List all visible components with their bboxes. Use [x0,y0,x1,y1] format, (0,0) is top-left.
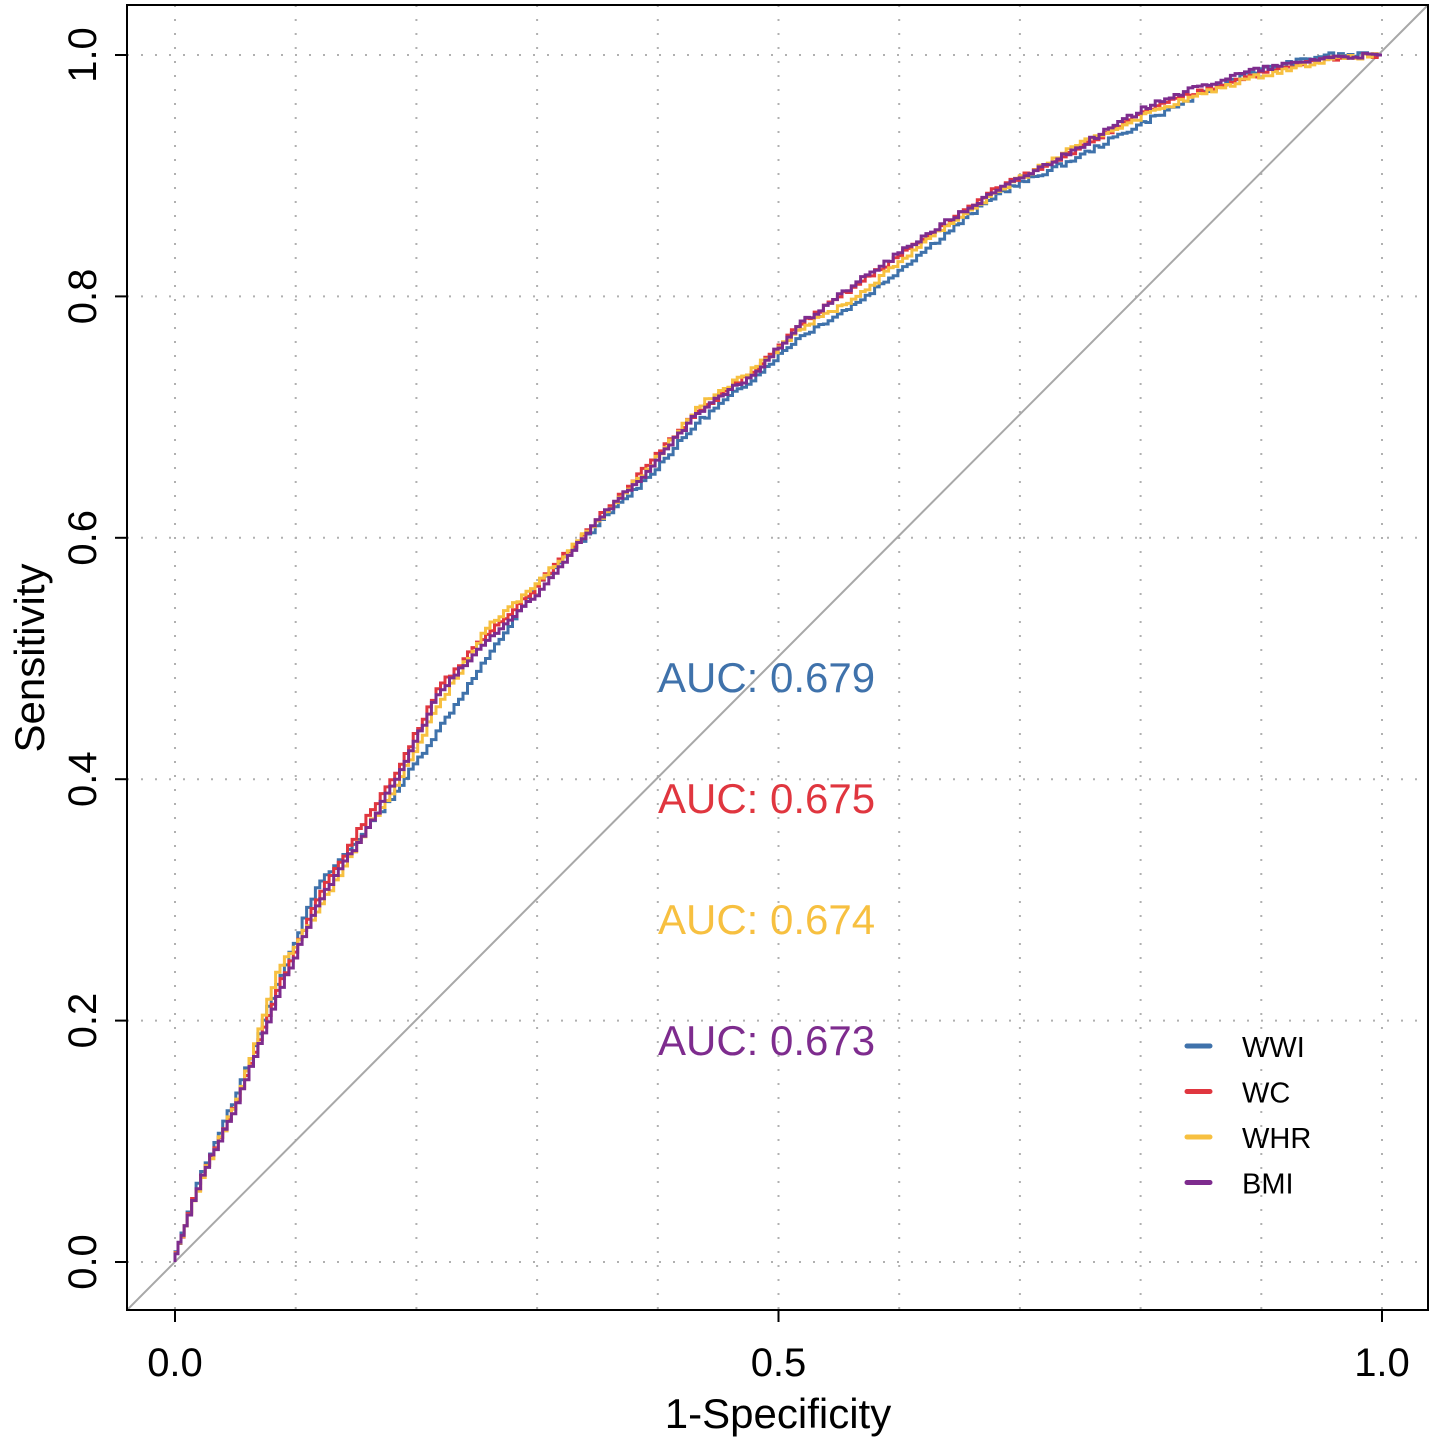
x-axis-label: 1-Specificity [665,1390,891,1437]
legend-label-bmi: BMI [1242,1169,1294,1201]
roc-curve-bmi [173,51,1382,1262]
y-tick-label: 0.4 [61,751,105,807]
legend: WWI WC WHR BMI [1184,1032,1311,1201]
auc-label-bmi: AUC: 0.673 [658,1017,875,1064]
legend-label-wc: WC [1242,1078,1290,1110]
auc-label-wwi: AUC: 0.679 [658,654,875,701]
legend-label-wwi: WWI [1242,1032,1305,1064]
auc-label-wc: AUC: 0.675 [658,775,875,822]
legend-label-whr: WHR [1242,1123,1311,1155]
reference-diagonal [126,4,1429,1311]
axes: 0.0 0.5 1.0 0.0 0.2 0.4 0.6 0.8 1.0 [61,27,1410,1385]
y-tick-label: 0.2 [61,993,105,1049]
y-tick-label: 0.6 [61,510,105,566]
y-axis-label: Sensitivity [6,563,53,752]
auc-labels: AUC: 0.679 AUC: 0.675 AUC: 0.674 AUC: 0.673 [658,654,875,1064]
x-tick-label: 0.5 [751,1341,807,1385]
roc-curves [173,51,1382,1262]
x-tick-label: 1.0 [1354,1341,1410,1385]
y-tick-label: 0.0 [61,1234,105,1290]
y-tick-label: 1.0 [61,27,105,83]
y-tick-label: 0.8 [61,269,105,325]
auc-label-whr: AUC: 0.674 [658,896,875,943]
x-tick-label: 0.0 [147,1341,203,1385]
